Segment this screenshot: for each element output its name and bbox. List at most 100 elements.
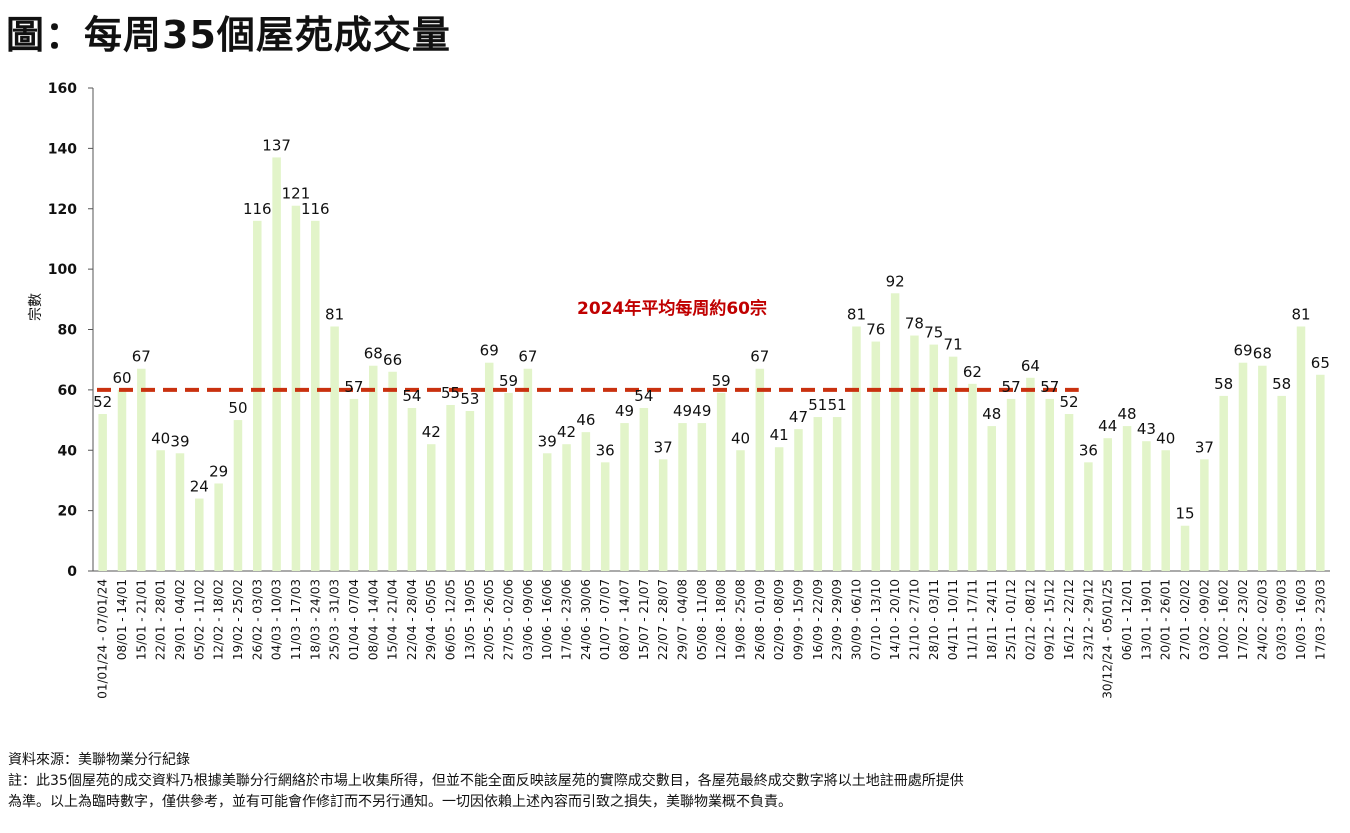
- x-tick-label: 15/04 - 21/04: [386, 579, 400, 660]
- data-label: 49: [673, 402, 692, 420]
- x-tick-label: 22/07 - 28/07: [656, 579, 670, 660]
- y-tick-label: 160: [48, 81, 77, 97]
- disclaimer-line-1: 註：此35個屋苑的成交資料乃根據美聯分行網絡於市場上收集所得，但並不能全面反映該…: [8, 773, 964, 789]
- bar: [311, 220, 320, 571]
- bar: [755, 368, 765, 571]
- data-label: 71: [944, 336, 963, 354]
- data-label: 62: [963, 363, 982, 381]
- data-label: 59: [712, 372, 731, 390]
- x-tick-label: 04/11 - 10/11: [946, 579, 960, 660]
- data-label: 69: [480, 342, 499, 360]
- bar: [426, 444, 436, 571]
- bar: [1006, 398, 1016, 571]
- data-label: 29: [209, 462, 228, 480]
- y-axis: 0 20 40 60 80 100 120 140 160: [48, 81, 1330, 580]
- bar: [542, 453, 552, 571]
- data-label: 137: [262, 136, 291, 154]
- bar: [910, 335, 919, 571]
- bar: [330, 326, 339, 571]
- bar: [774, 447, 784, 571]
- x-tick-label: 17/03 - 23/03: [1313, 579, 1327, 660]
- x-tick-label: 11/03 - 17/03: [289, 579, 303, 660]
- bars: [98, 157, 1325, 571]
- data-label: 67: [132, 348, 151, 366]
- bar: [1045, 398, 1054, 571]
- data-label: 52: [1060, 393, 1079, 411]
- data-label: 59: [499, 372, 518, 390]
- x-tick-label: 26/02 - 03/03: [250, 579, 264, 660]
- bar: [832, 417, 842, 571]
- x-tick-label: 08/07 - 14/07: [618, 579, 632, 660]
- bar: [1161, 450, 1170, 571]
- bar: [369, 365, 378, 571]
- bar: [1026, 377, 1035, 571]
- data-label: 42: [422, 423, 441, 441]
- x-tick-label: 30/09 - 06/10: [849, 579, 863, 660]
- data-label: 54: [402, 387, 421, 405]
- data-label: 37: [1195, 438, 1214, 456]
- bar: [272, 157, 281, 571]
- x-tick-label: 03/02 - 09/02: [1197, 579, 1211, 660]
- bar: [968, 383, 977, 571]
- x-tick-label: 09/12 - 15/12: [1043, 579, 1057, 660]
- x-tick-label: 23/09 - 29/09: [830, 579, 844, 660]
- bar: [1122, 426, 1132, 571]
- bar: [156, 450, 165, 571]
- data-label: 36: [1079, 441, 1098, 459]
- data-label: 46: [576, 411, 595, 429]
- bar: [214, 483, 223, 571]
- x-tick-label: 25/11 - 01/12: [1004, 579, 1018, 660]
- x-tick-label: 06/01 - 12/01: [1120, 579, 1134, 660]
- x-tick-label: 30/12/24 - 05/01/25: [1101, 579, 1115, 699]
- bar: [1142, 441, 1151, 571]
- data-label: 50: [228, 399, 247, 417]
- bar: [813, 417, 823, 571]
- data-label: 55: [441, 384, 460, 402]
- data-label: 81: [1291, 305, 1310, 323]
- data-label: 49: [692, 402, 711, 420]
- x-tick-label: 07/10 - 13/10: [869, 579, 883, 660]
- y-tick-label: 40: [58, 443, 78, 459]
- data-label: 39: [538, 432, 557, 450]
- data-label: 64: [1021, 357, 1040, 375]
- data-label: 121: [282, 185, 311, 203]
- data-label: 42: [557, 423, 576, 441]
- x-tick-label: 26/08 - 01/09: [753, 579, 767, 660]
- x-tick-label: 08/04 - 14/04: [366, 579, 380, 660]
- x-axis-labels: 01/01/24 - 07/01/24 08/01 - 14/01 15/01 - …: [96, 579, 1328, 699]
- page-title: 圖：每周35個屋苑成交量: [6, 13, 451, 57]
- source-note: 資料來源：美聯物業分行紀錄: [8, 752, 190, 768]
- x-tick-label: 14/10 - 20/10: [888, 579, 902, 660]
- data-label: 39: [170, 432, 189, 450]
- bar: [388, 371, 397, 571]
- x-tick-label: 02/09 - 08/09: [772, 579, 786, 660]
- bar: [1064, 414, 1074, 571]
- bar: [871, 341, 881, 571]
- data-label: 75: [924, 324, 943, 342]
- x-tick-label: 20/01 - 26/01: [1159, 579, 1173, 660]
- x-tick-label: 29/07 - 04/08: [676, 579, 690, 660]
- x-tick-label: 17/02 - 23/02: [1236, 579, 1250, 660]
- bar: [1084, 462, 1093, 571]
- bar: [117, 389, 127, 571]
- y-tick-label: 0: [67, 564, 77, 580]
- bar: [1316, 374, 1325, 571]
- data-label: 44: [1098, 417, 1117, 435]
- x-tick-label: 22/01 - 28/01: [154, 579, 168, 660]
- data-label: 57: [344, 378, 363, 396]
- data-label: 78: [905, 315, 924, 333]
- data-label: 48: [982, 405, 1001, 423]
- data-label: 41: [770, 426, 789, 444]
- bar: [349, 398, 359, 571]
- bar: [1103, 438, 1112, 571]
- bar: [639, 407, 649, 571]
- x-tick-label: 02/12 - 08/12: [1023, 579, 1037, 660]
- x-tick-label: 29/01 - 04/02: [173, 579, 187, 660]
- x-tick-label: 18/03 - 24/03: [308, 579, 322, 660]
- x-tick-label: 27/05 - 02/06: [502, 579, 516, 660]
- data-label: 67: [518, 348, 537, 366]
- bar: [523, 368, 533, 571]
- x-tick-label: 18/11 - 24/11: [985, 579, 999, 660]
- x-tick-label: 12/02 - 18/02: [212, 579, 226, 660]
